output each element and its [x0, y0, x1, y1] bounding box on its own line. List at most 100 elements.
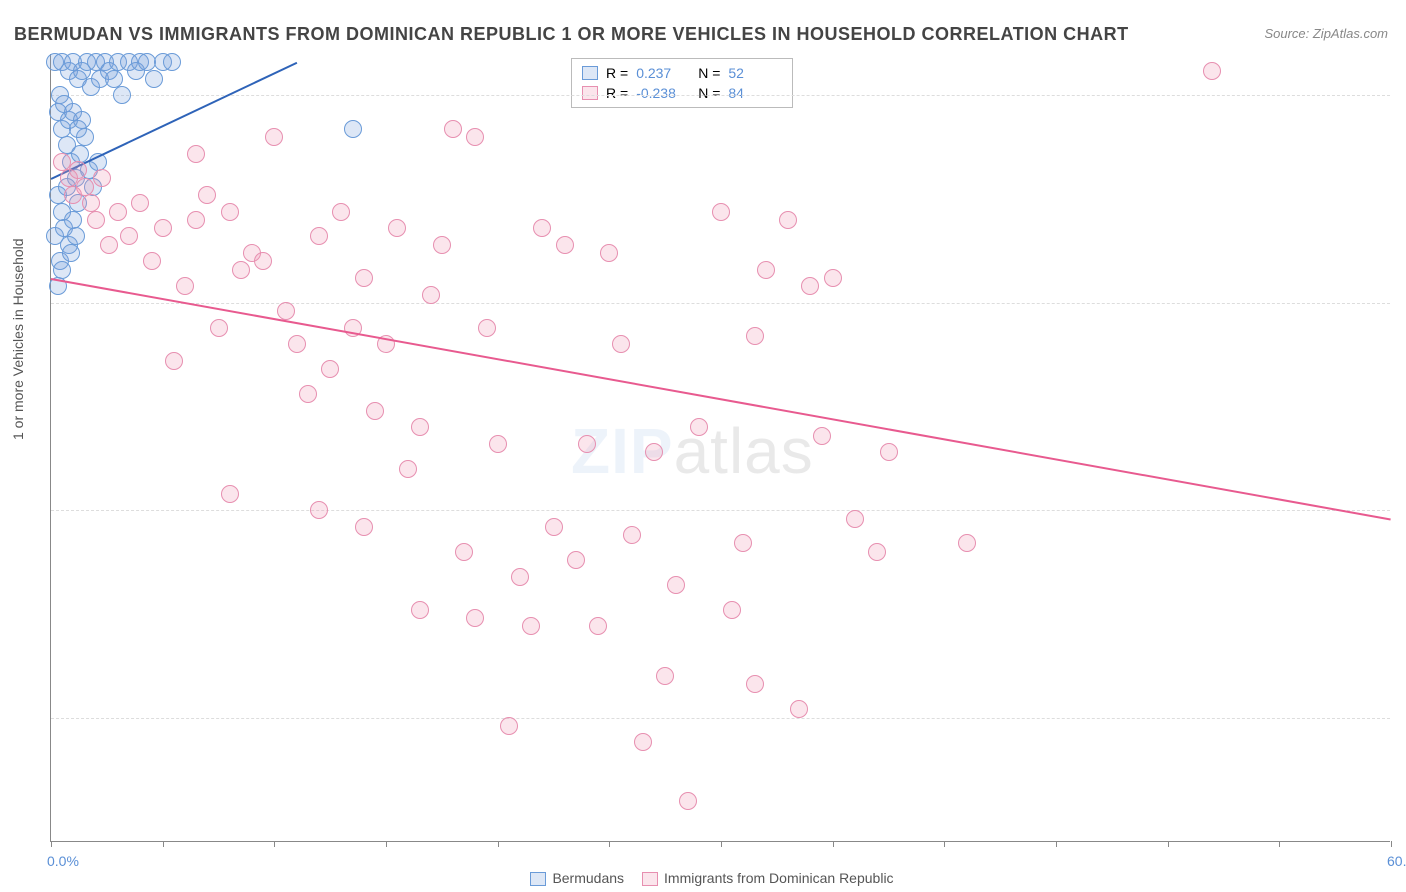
- data-point: [813, 427, 831, 445]
- x-tick-mark: [163, 841, 164, 847]
- data-point: [868, 543, 886, 561]
- data-point: [489, 435, 507, 453]
- data-point: [556, 236, 574, 254]
- data-point: [198, 186, 216, 204]
- x-tick-mark: [1056, 841, 1057, 847]
- x-tick-mark: [1279, 841, 1280, 847]
- data-point: [332, 203, 350, 221]
- correlation-legend: R =0.237N =52R =-0.238N =84: [571, 58, 793, 108]
- legend-r-value: -0.238: [636, 85, 690, 101]
- legend-swatch: [582, 86, 598, 100]
- y-tick-label: 50.0%: [1400, 501, 1406, 517]
- data-point: [723, 601, 741, 619]
- data-point: [67, 227, 85, 245]
- data-point: [545, 518, 563, 536]
- data-point: [712, 203, 730, 221]
- data-point: [746, 327, 764, 345]
- data-point: [277, 302, 295, 320]
- data-point: [73, 111, 91, 129]
- data-point: [567, 551, 585, 569]
- data-point: [612, 335, 630, 353]
- data-point: [1203, 62, 1221, 80]
- data-point: [265, 128, 283, 146]
- chart-container: BERMUDAN VS IMMIGRANTS FROM DOMINICAN RE…: [0, 0, 1406, 892]
- data-point: [120, 227, 138, 245]
- legend-swatch: [530, 872, 546, 886]
- data-point: [105, 70, 123, 88]
- data-point: [522, 617, 540, 635]
- data-point: [422, 286, 440, 304]
- data-point: [310, 227, 328, 245]
- data-point: [578, 435, 596, 453]
- data-point: [87, 211, 105, 229]
- x-tick-mark: [274, 841, 275, 847]
- data-point: [746, 675, 764, 693]
- source-attribution: Source: ZipAtlas.com: [1264, 26, 1388, 41]
- x-tick-mark: [386, 841, 387, 847]
- data-point: [321, 360, 339, 378]
- data-point: [69, 161, 87, 179]
- data-point: [690, 418, 708, 436]
- data-point: [64, 211, 82, 229]
- plot-area: ZIPatlas R =0.237N =52R =-0.238N =84 25.…: [50, 54, 1390, 842]
- legend-n-value: 84: [728, 85, 782, 101]
- x-tick-mark: [1391, 841, 1392, 847]
- data-point: [310, 501, 328, 519]
- data-point: [801, 277, 819, 295]
- data-point: [656, 667, 674, 685]
- data-point: [824, 269, 842, 287]
- data-point: [53, 261, 71, 279]
- legend-n-value: 52: [728, 65, 782, 81]
- x-tick-mark: [721, 841, 722, 847]
- data-point: [232, 261, 250, 279]
- data-point: [366, 402, 384, 420]
- y-tick-label: 25.0%: [1400, 709, 1406, 725]
- data-point: [145, 70, 163, 88]
- data-point: [500, 717, 518, 735]
- data-point: [254, 252, 272, 270]
- legend-row: R =0.237N =52: [582, 63, 782, 83]
- data-point: [455, 543, 473, 561]
- x-tick-label: 60.0%: [1387, 853, 1406, 869]
- data-point: [143, 252, 161, 270]
- data-point: [355, 269, 373, 287]
- data-point: [411, 601, 429, 619]
- data-point: [299, 385, 317, 403]
- chart-title: BERMUDAN VS IMMIGRANTS FROM DOMINICAN RE…: [14, 24, 1129, 45]
- data-point: [187, 145, 205, 163]
- data-point: [131, 194, 149, 212]
- data-point: [667, 576, 685, 594]
- y-tick-label: 100.0%: [1400, 86, 1406, 102]
- legend-r-label: R =: [606, 85, 628, 101]
- data-point: [187, 211, 205, 229]
- series-legend: BermudansImmigrants from Dominican Repub…: [0, 870, 1406, 886]
- y-axis-label: 1 or more Vehicles in Household: [10, 238, 26, 440]
- data-point: [221, 203, 239, 221]
- data-point: [344, 120, 362, 138]
- data-point: [466, 128, 484, 146]
- data-point: [958, 534, 976, 552]
- x-tick-mark: [944, 841, 945, 847]
- legend-swatch: [582, 66, 598, 80]
- gridline-h: [51, 303, 1390, 304]
- data-point: [93, 169, 111, 187]
- data-point: [757, 261, 775, 279]
- data-point: [100, 236, 118, 254]
- x-tick-mark: [833, 841, 834, 847]
- x-tick-label: 0.0%: [47, 853, 79, 869]
- data-point: [634, 733, 652, 751]
- data-point: [210, 319, 228, 337]
- data-point: [113, 86, 131, 104]
- legend-series-label: Immigrants from Dominican Republic: [664, 870, 894, 886]
- data-point: [600, 244, 618, 262]
- data-point: [433, 236, 451, 254]
- data-point: [154, 219, 172, 237]
- legend-r-label: R =: [606, 65, 628, 81]
- data-point: [176, 277, 194, 295]
- data-point: [355, 518, 373, 536]
- data-point: [734, 534, 752, 552]
- x-tick-mark: [609, 841, 610, 847]
- data-point: [388, 219, 406, 237]
- data-point: [478, 319, 496, 337]
- data-point: [623, 526, 641, 544]
